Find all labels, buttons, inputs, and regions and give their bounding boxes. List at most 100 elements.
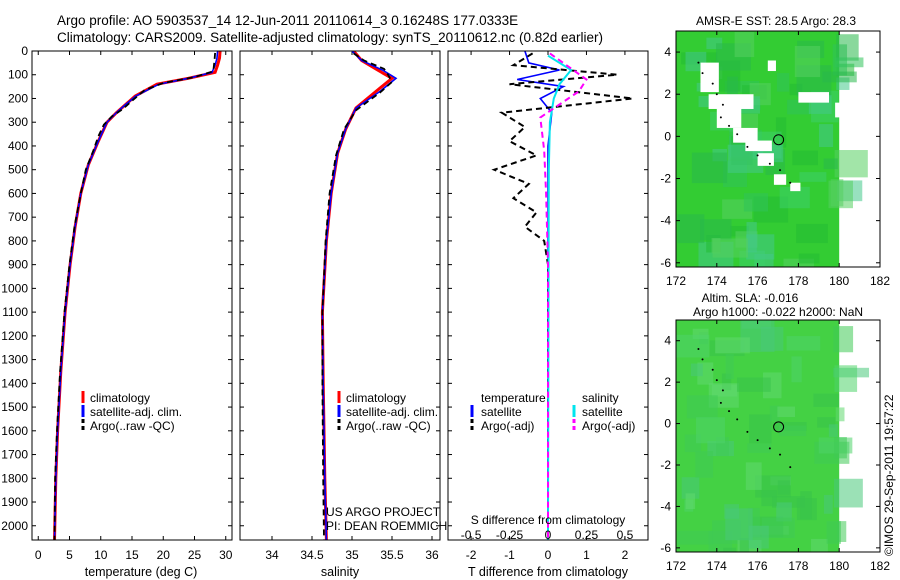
difference-legend-temperature-header: temperature: [481, 391, 546, 405]
map-texture: [730, 225, 750, 237]
temperature-ytick-label: 1900: [1, 495, 28, 509]
sst-coast-dot: [756, 154, 759, 157]
map-texture: [755, 475, 791, 498]
map-texture: [734, 31, 755, 58]
map-texture: [833, 437, 847, 459]
map-texture: [786, 336, 821, 351]
map-texture: [787, 99, 811, 115]
map-texture: [792, 150, 818, 166]
temperature-ytick-label: 1600: [1, 424, 28, 438]
map-xtick-label: 180: [829, 559, 849, 573]
sla-coast-dot: [715, 379, 718, 382]
map-texture: [830, 179, 844, 207]
map-ytick-label: 4: [664, 334, 671, 348]
difference-t-label: T difference from climatology: [468, 565, 629, 579]
sst-cloud-gap: [757, 153, 774, 166]
map-texture: [677, 530, 713, 545]
map-ytick-label: -4: [660, 499, 671, 513]
temperature-ytick-label: 1800: [1, 471, 28, 485]
map-texture: [791, 356, 802, 383]
difference-xtick-label: 1: [583, 548, 590, 562]
sst-coast-dot: [789, 181, 792, 184]
salinity-series-climatology: [320, 51, 395, 540]
map-xtick-label: 178: [788, 274, 808, 288]
temperature-ytick-label: 1000: [1, 281, 28, 295]
difference-stick-label: 0.25: [575, 528, 599, 542]
difference-panel: -2 -1 0 1 2 temperature salinity satellite A…: [447, 50, 649, 579]
temperature-legend: climatology satellite-adj. clim. Argo(..…: [81, 391, 182, 433]
main-title-line2: Climatology: CARS2009. Satellite-adjuste…: [57, 30, 603, 45]
salinity-legend-climatology: climatology: [346, 391, 406, 405]
sst-coast-dot: [736, 133, 739, 136]
temperature-axes-frame: [31, 50, 233, 541]
sst-coast-dot: [768, 162, 771, 165]
salinity-xtick-label: 35.5: [380, 548, 404, 562]
temperature-ytick-label: 200: [8, 91, 28, 105]
temperature-ytick-label: 1400: [1, 376, 28, 390]
difference-series-salinity-argo-adj-: [539, 52, 588, 540]
difference-xtick-label: 2: [622, 548, 629, 562]
temperature-ytick-label: 1500: [1, 400, 28, 414]
sst-map-frame: [675, 30, 881, 268]
sla-coast-dot: [746, 430, 749, 433]
salinity-panel: 34 34.5 35 35.5 36 salinity climatology sate…: [239, 50, 447, 579]
temperature-xtick-label: 5: [66, 548, 73, 562]
salinity-xtick-label: 36: [425, 548, 439, 562]
map-xtick-label: 182: [870, 559, 890, 573]
map-texture: [817, 417, 836, 428]
sst-coast-dot: [701, 72, 704, 75]
map-xtick-label: 174: [707, 559, 727, 573]
sst-coast-dot: [728, 124, 731, 127]
map-texture: [711, 238, 721, 254]
map-xtick-label: 180: [829, 274, 849, 288]
map-texture: [747, 507, 760, 538]
difference-legend-sal-argo: Argo(-adj): [582, 419, 635, 433]
map-xtick-label: 182: [870, 274, 890, 288]
temperature-xtick-label: 25: [188, 548, 202, 562]
sst-cloud-gap: [745, 140, 772, 152]
sst-map-title: AMSR-E SST: 28.5 Argo: 28.3: [696, 14, 856, 28]
pi-annotation: PI: DEAN ROEMMICH: [326, 519, 447, 533]
map-xtick-label: 176: [748, 274, 768, 288]
map-texture: [822, 71, 857, 83]
sla-map-title-line2: Argo h1000: -0.022 h2000: NaN: [693, 305, 863, 319]
map-texture: [723, 547, 737, 552]
map-texture: [776, 502, 792, 522]
map-texture: [777, 406, 795, 418]
temperature-ytick-label: 1300: [1, 353, 28, 367]
temperature-ytick-label: 1100: [2, 305, 28, 319]
map-texture: [800, 491, 812, 520]
sla-map-title-line1: Altim. SLA: -0.016: [702, 291, 799, 305]
map-ytick-label: -2: [660, 458, 671, 472]
temperature-ytick-label: 1700: [1, 448, 28, 462]
difference-stick-label: -0.5: [461, 528, 482, 542]
map-texture: [834, 365, 858, 392]
project-annotation: US ARGO PROJECT: [326, 505, 441, 519]
map-texture: [823, 158, 838, 170]
difference-stick-label: 0.5: [617, 528, 634, 542]
salinity-xlabel: salinity: [321, 565, 360, 579]
map-texture: [828, 424, 838, 437]
map-texture: [779, 186, 810, 209]
sla-coast-dot: [701, 358, 704, 361]
temperature-ytick-label: 1200: [1, 329, 28, 343]
map-texture: [826, 521, 841, 544]
temperature-xtick-label: 20: [157, 548, 171, 562]
map-texture: [715, 337, 750, 354]
difference-xtick-label: -2: [466, 548, 477, 562]
difference-legend-temp-argo: Argo(-adj): [481, 419, 534, 433]
sla-coast-dot: [719, 401, 722, 404]
map-texture: [686, 395, 718, 419]
map-texture: [745, 462, 762, 490]
temperature-xtick-label: 30: [219, 548, 233, 562]
temperature-legend-argo: Argo(..raw -QC): [90, 419, 175, 433]
salinity-xtick-label: 34: [265, 548, 279, 562]
salinity-legend-argo: Argo(..raw -QC): [346, 419, 431, 433]
sla-map-panel: Altim. SLA: -0.016 Argo h1000: -0.022 h2…: [660, 291, 890, 573]
map-texture: [736, 377, 771, 392]
map-texture: [724, 504, 739, 519]
temperature-xtick-label: 10: [94, 548, 108, 562]
map-texture: [761, 517, 795, 538]
temperature-legend-climatology: climatology: [90, 391, 150, 405]
